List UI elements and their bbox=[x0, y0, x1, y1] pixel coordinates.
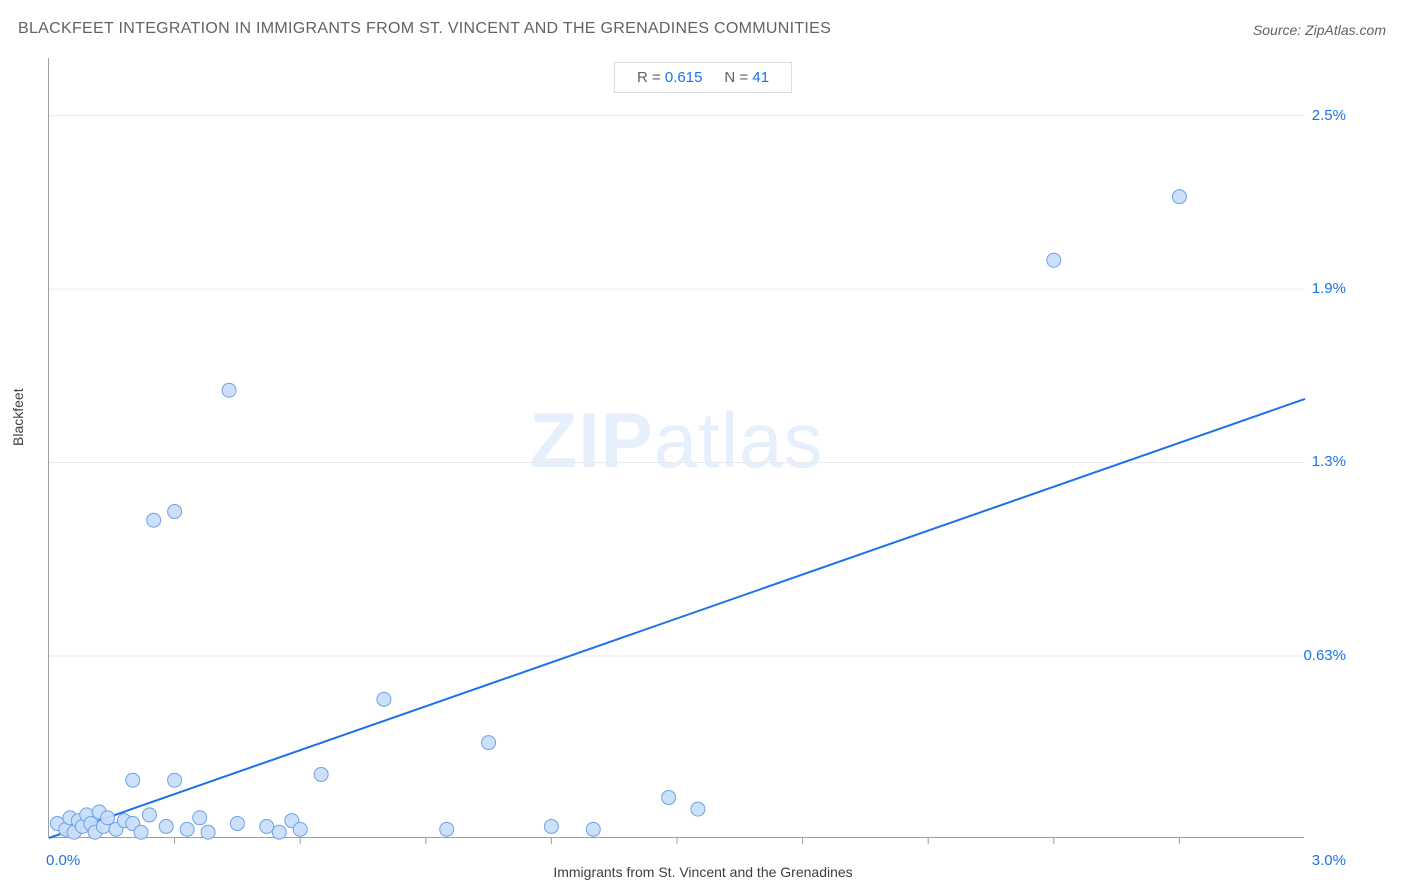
data-point bbox=[482, 736, 496, 750]
x-axis-title: Immigrants from St. Vincent and the Gren… bbox=[553, 864, 852, 880]
data-point bbox=[168, 505, 182, 519]
y-tick-label: 1.3% bbox=[1312, 453, 1346, 470]
data-point bbox=[293, 822, 307, 836]
y-tick-label: 0.63% bbox=[1303, 647, 1346, 664]
data-point bbox=[662, 791, 676, 805]
data-point bbox=[222, 383, 236, 397]
r-value: 0.615 bbox=[665, 69, 703, 86]
data-point bbox=[193, 811, 207, 825]
r-stat: R = 0.615 bbox=[637, 69, 702, 86]
chart-title: BLACKFEET INTEGRATION IN IMMIGRANTS FROM… bbox=[18, 20, 831, 38]
data-point bbox=[586, 822, 600, 836]
y-axis-title: Blackfeet bbox=[10, 388, 26, 446]
x-tick-min: 0.0% bbox=[46, 852, 80, 869]
data-point bbox=[260, 819, 274, 833]
data-point bbox=[147, 513, 161, 527]
n-stat: N = 41 bbox=[724, 69, 769, 86]
r-label: R = bbox=[637, 69, 661, 86]
x-tick-max: 3.0% bbox=[1312, 852, 1346, 869]
stats-box: R = 0.615 N = 41 bbox=[614, 62, 792, 93]
data-point bbox=[544, 819, 558, 833]
chart-svg bbox=[49, 58, 1304, 837]
y-tick-label: 1.9% bbox=[1312, 280, 1346, 297]
scatter-plot-area: ZIPatlas bbox=[48, 58, 1304, 838]
data-point bbox=[101, 811, 115, 825]
source-value: ZipAtlas.com bbox=[1305, 22, 1386, 38]
data-point bbox=[1047, 253, 1061, 267]
data-point bbox=[272, 825, 286, 839]
data-point bbox=[159, 819, 173, 833]
data-point bbox=[168, 773, 182, 787]
data-point bbox=[440, 822, 454, 836]
source-label: Source: bbox=[1253, 22, 1301, 38]
data-point bbox=[691, 802, 705, 816]
data-point bbox=[126, 773, 140, 787]
data-point bbox=[180, 822, 194, 836]
data-point bbox=[314, 767, 328, 781]
n-value: 41 bbox=[752, 69, 769, 86]
data-point bbox=[1172, 190, 1186, 204]
data-point bbox=[230, 817, 244, 831]
data-point bbox=[377, 692, 391, 706]
source-attribution: Source: ZipAtlas.com bbox=[1253, 22, 1386, 38]
data-point bbox=[134, 825, 148, 839]
data-point bbox=[201, 825, 215, 839]
y-tick-label: 2.5% bbox=[1312, 107, 1346, 124]
n-label: N = bbox=[724, 69, 748, 86]
data-point bbox=[142, 808, 156, 822]
